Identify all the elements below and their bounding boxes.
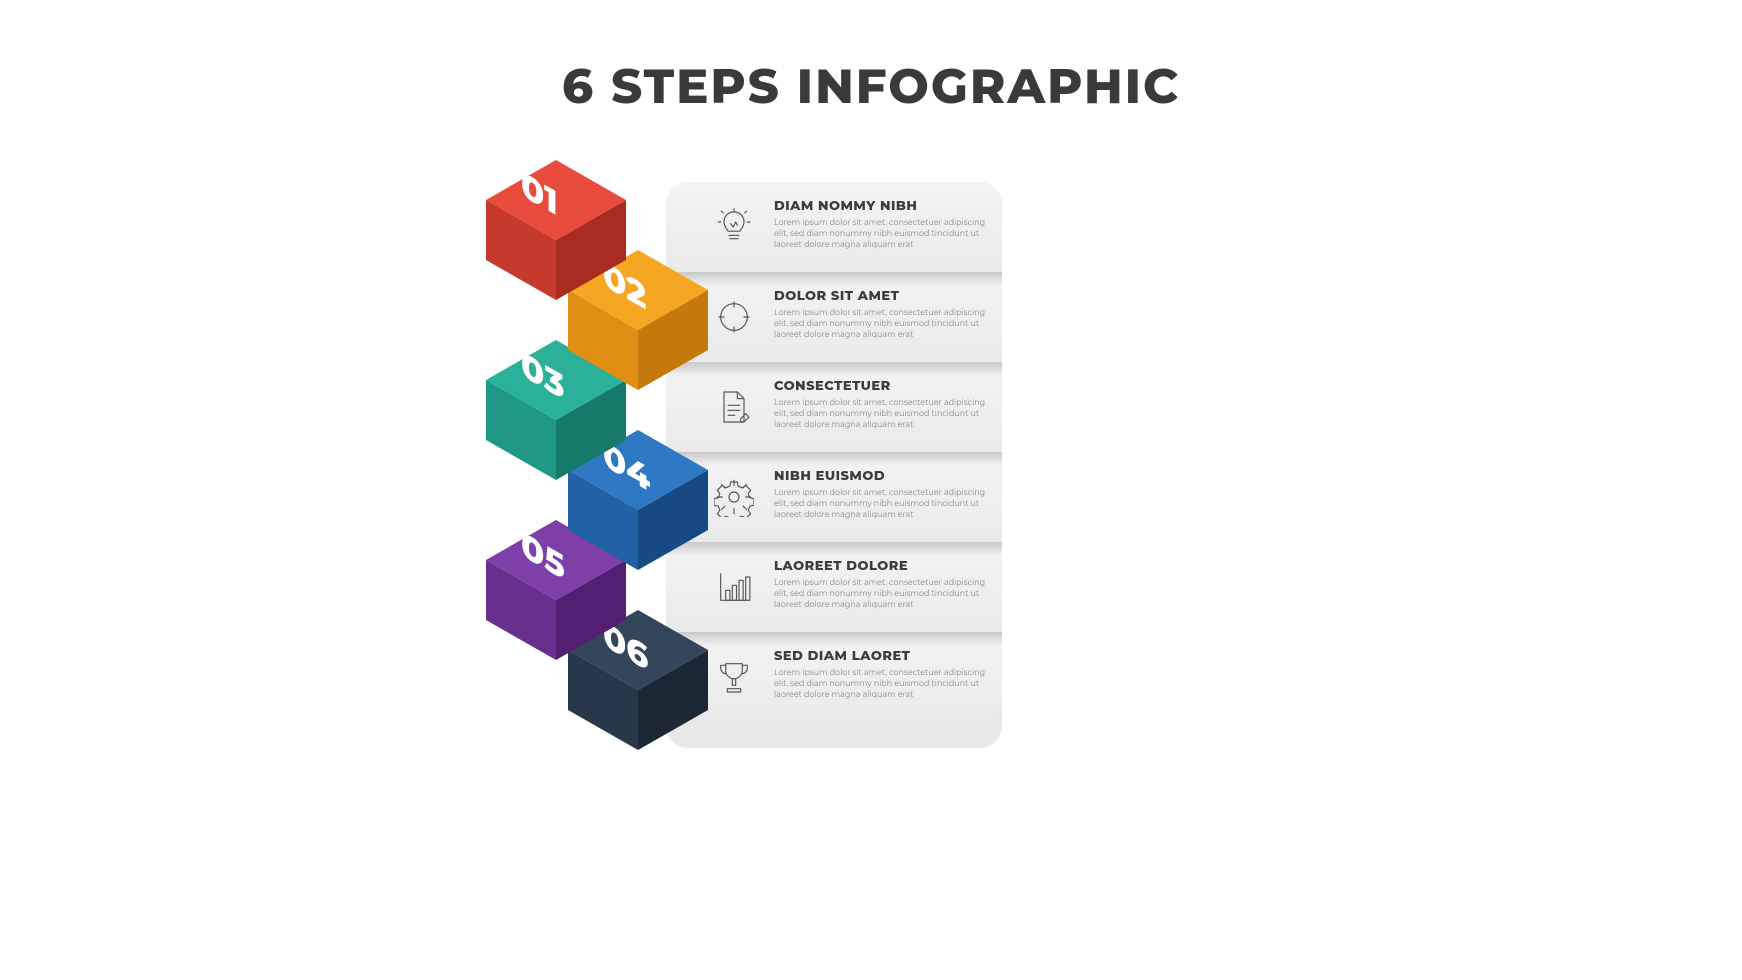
step-text: NIBH EUISMOD Lorem ipsum dolor sit amet, … bbox=[774, 468, 990, 520]
document-icon bbox=[712, 385, 756, 429]
step-heading: DIAM NOMMY NIBH bbox=[774, 198, 990, 214]
step-text: DIAM NOMMY NIBH Lorem ipsum dolor sit ame… bbox=[774, 198, 990, 250]
step-heading: LAOREET DOLORE bbox=[774, 558, 990, 574]
step-body: Lorem ipsum dolor sit amet, consectetuer… bbox=[774, 218, 990, 250]
step-cube: 01 bbox=[466, 160, 646, 300]
step-body: Lorem ipsum dolor sit amet, consectetuer… bbox=[774, 488, 990, 520]
step-text: LAOREET DOLORE Lorem ipsum dolor sit amet… bbox=[774, 558, 990, 610]
step-text: CONSECTETUER Lorem ipsum dolor sit amet, … bbox=[774, 378, 990, 430]
step-body: Lorem ipsum dolor sit amet, consectetuer… bbox=[774, 668, 990, 700]
step-body: Lorem ipsum dolor sit amet, consectetuer… bbox=[774, 398, 990, 430]
barchart-icon bbox=[712, 565, 756, 609]
step-body: Lorem ipsum dolor sit amet, consectetuer… bbox=[774, 578, 990, 610]
step-text: SED DIAM LAORET Lorem ipsum dolor sit ame… bbox=[774, 648, 990, 700]
step-body: Lorem ipsum dolor sit amet, consectetuer… bbox=[774, 308, 990, 340]
step-heading: SED DIAM LAORET bbox=[774, 648, 990, 664]
main-title: 6 STEPS INFOGRAPHIC bbox=[0, 58, 1742, 116]
step-heading: NIBH EUISMOD bbox=[774, 468, 990, 484]
infographic-stage: 6 STEPS INFOGRAPHIC DIAM NOMMY NIBH Lorem… bbox=[0, 0, 1742, 980]
step-text: DOLOR SIT AMET Lorem ipsum dolor sit amet… bbox=[774, 288, 990, 340]
lightbulb-icon bbox=[712, 205, 756, 249]
step-heading: DOLOR SIT AMET bbox=[774, 288, 990, 304]
step-heading: CONSECTETUER bbox=[774, 378, 990, 394]
